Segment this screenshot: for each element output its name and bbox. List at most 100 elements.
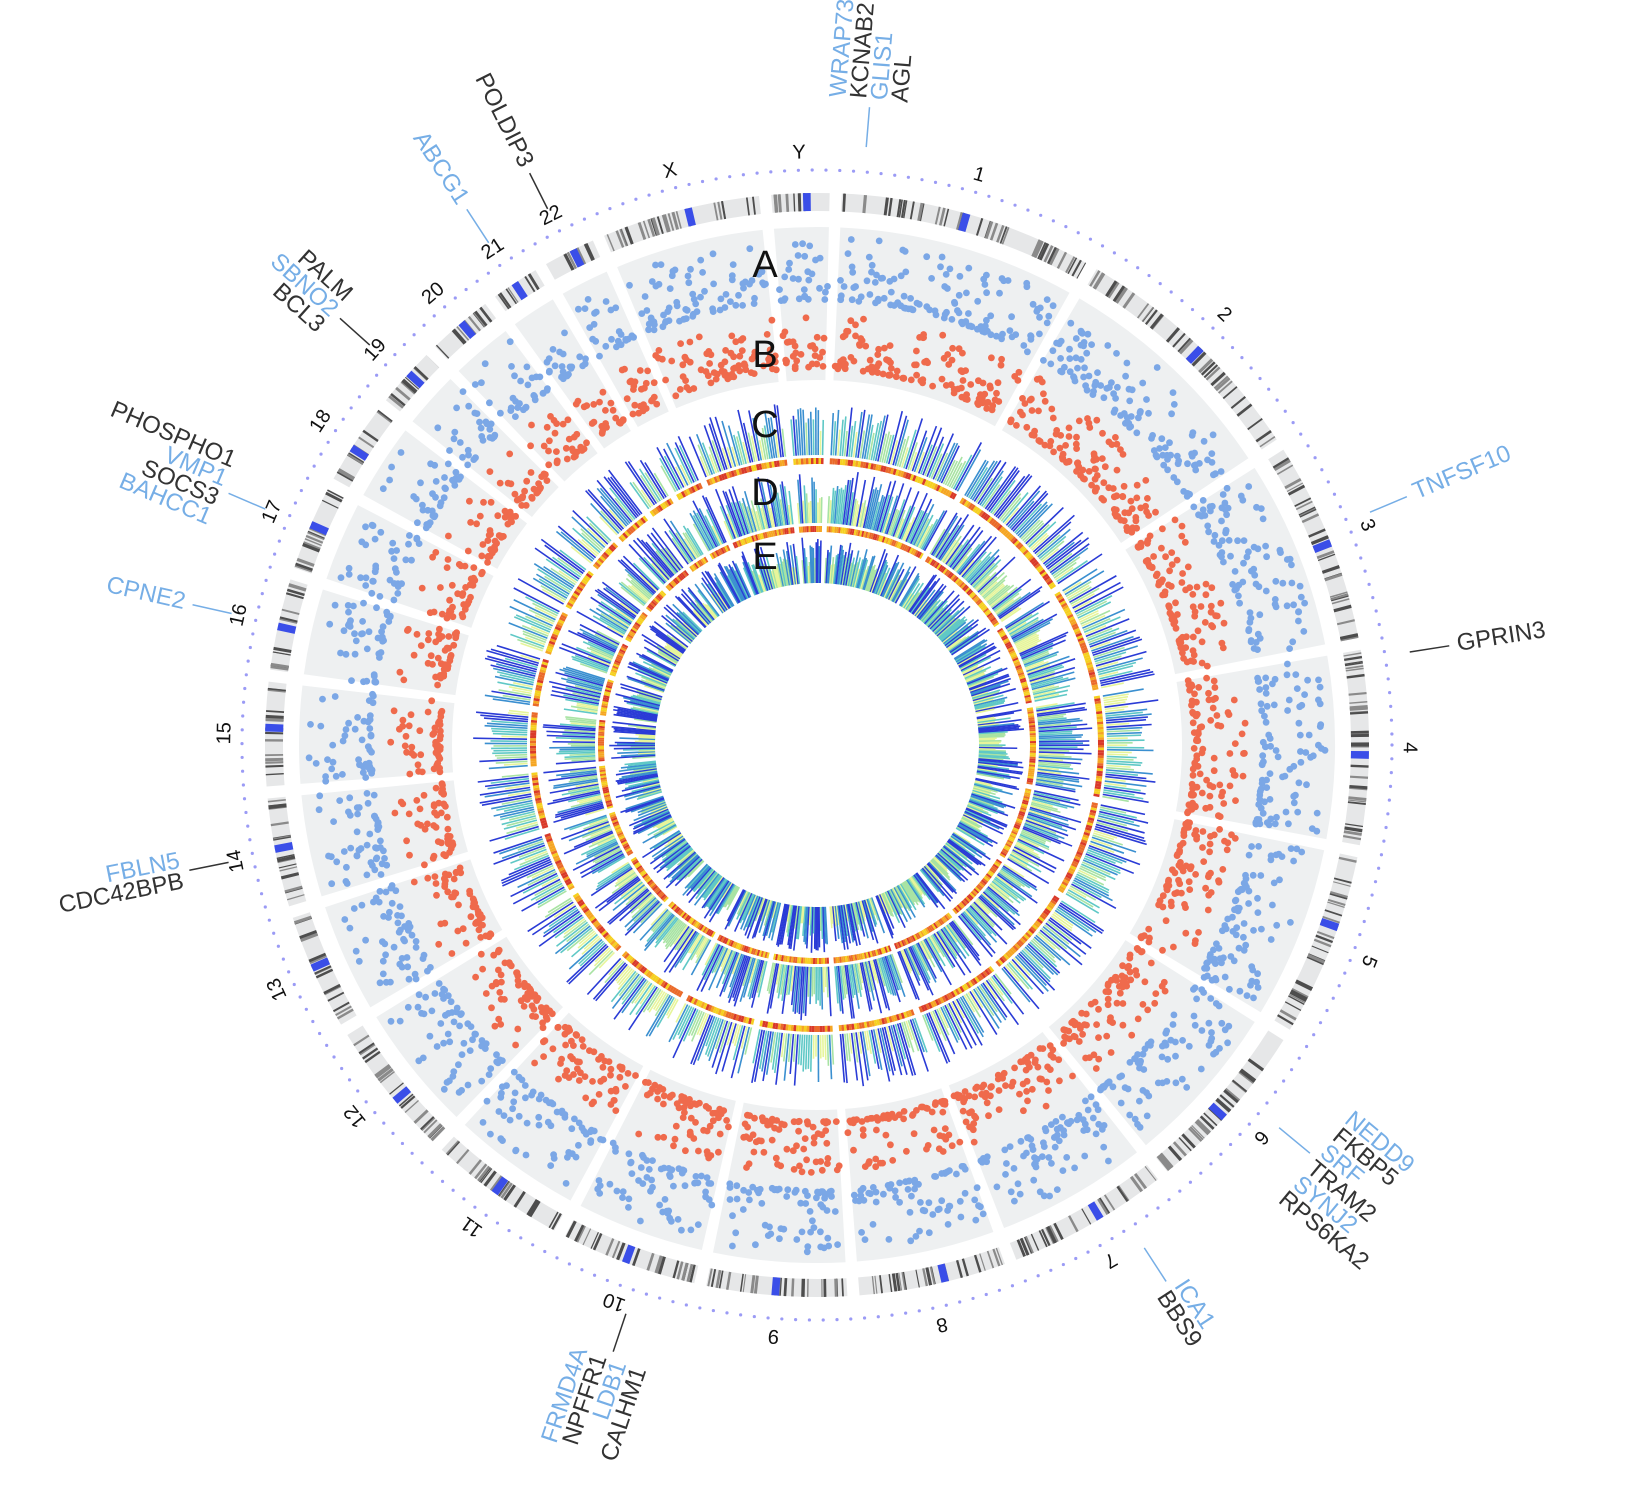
track-a-point <box>858 293 865 300</box>
track-a-point <box>1114 384 1121 391</box>
track-a-point <box>1172 1053 1179 1060</box>
track-a-point <box>457 474 464 481</box>
track-a-point <box>1000 277 1007 284</box>
track-d-ring <box>803 958 805 964</box>
track-a-point <box>307 721 314 728</box>
track-c-bar <box>827 1035 828 1066</box>
track-a-point <box>1066 355 1073 362</box>
track-a-point <box>1208 1029 1215 1036</box>
track-a-point <box>564 373 571 380</box>
track-a-point <box>701 288 708 295</box>
track-a-point <box>1158 435 1165 442</box>
track-a-point <box>337 650 344 657</box>
track-a-point <box>1110 1083 1117 1090</box>
track-a-point <box>691 296 698 303</box>
track-a-point <box>797 1200 804 1207</box>
track-a-point <box>1285 820 1292 827</box>
track-a-point <box>497 410 504 417</box>
track-a-point <box>391 944 398 951</box>
track-a-point <box>1247 619 1254 626</box>
track-a-point <box>1164 1056 1171 1063</box>
track-d-ring <box>598 732 604 734</box>
track-a-point <box>341 848 348 855</box>
track-a-point <box>434 424 441 431</box>
track-a-point <box>627 1160 634 1167</box>
track-a-point <box>421 1011 428 1018</box>
track-c-ring <box>830 458 833 464</box>
track-a-point <box>1275 754 1282 761</box>
track-a-point <box>1033 1164 1040 1171</box>
track-a-point <box>1053 340 1060 347</box>
track-a-point <box>360 769 367 776</box>
track-a-point <box>799 1229 806 1236</box>
track-a-point <box>1198 513 1205 520</box>
track-a-point <box>480 1119 487 1126</box>
track-a-point <box>614 1188 621 1195</box>
track-c-ring <box>1098 755 1104 758</box>
track-a-point <box>1122 1084 1129 1091</box>
track-a-point <box>1179 1037 1186 1044</box>
track-a-point <box>1057 355 1064 362</box>
track-a-point <box>1046 1193 1053 1200</box>
track-a-point <box>546 369 553 376</box>
track-a-point <box>1291 799 1298 806</box>
track-d-ring <box>598 740 604 742</box>
track-c-ring <box>837 459 840 465</box>
track-a-point <box>1209 459 1216 466</box>
track-a-point <box>722 304 729 311</box>
track-a-point <box>740 285 747 292</box>
track-a-point <box>1225 505 1232 512</box>
track-a-point <box>664 1210 671 1217</box>
track-a-point <box>360 600 367 607</box>
track-a-point <box>1054 1126 1061 1133</box>
track-a-point <box>1193 996 1200 1003</box>
track-d-ring <box>598 746 604 748</box>
track-a-point <box>626 1196 633 1203</box>
track-a-point <box>885 1182 892 1189</box>
track-a-point <box>486 399 493 406</box>
track-a-point <box>352 726 359 733</box>
track-c-ring <box>835 459 838 465</box>
track-a-point <box>1317 684 1324 691</box>
track-a-point <box>1243 875 1250 882</box>
track-a-point <box>354 828 361 835</box>
track-a-point <box>1088 341 1095 348</box>
track-a-point <box>1272 578 1279 585</box>
track-a-point <box>420 507 427 514</box>
track-a-point <box>516 1113 523 1120</box>
track-a-point <box>1081 339 1088 346</box>
track-a-point <box>965 265 972 272</box>
track-a-point <box>974 1184 981 1191</box>
track-d-ring <box>819 958 821 964</box>
track-a-point <box>458 1087 465 1094</box>
track-a-point <box>484 420 491 427</box>
track-c-ring <box>1097 768 1103 771</box>
track-a-point <box>1244 554 1251 561</box>
track-c-bar <box>493 734 527 735</box>
track-a-point <box>422 994 429 1001</box>
track-a-point <box>1112 407 1119 414</box>
track-a-point <box>673 299 680 306</box>
track-d-ring <box>1030 753 1036 755</box>
track-d-ring <box>1030 745 1036 747</box>
track-c-ring <box>839 1025 842 1031</box>
track-a-point <box>1121 410 1128 417</box>
track-a-point <box>414 519 421 526</box>
track-a-point <box>1105 1158 1112 1165</box>
track-a-point <box>892 1194 899 1201</box>
track-a-point <box>1097 382 1104 389</box>
track-a-point <box>953 1171 960 1178</box>
track-a-point <box>1317 723 1324 730</box>
track-a-point <box>939 254 946 261</box>
track-e-bar <box>614 748 655 749</box>
track-a-point <box>359 618 366 625</box>
track-a-point <box>316 806 323 813</box>
track-a-point <box>710 250 717 257</box>
track-a-point <box>1179 1076 1186 1083</box>
track-a-point <box>1192 462 1199 469</box>
track-a-point <box>945 1221 952 1228</box>
track-d-ring <box>815 958 817 964</box>
track-a-point <box>373 855 380 862</box>
track-a-point <box>1192 1022 1199 1029</box>
